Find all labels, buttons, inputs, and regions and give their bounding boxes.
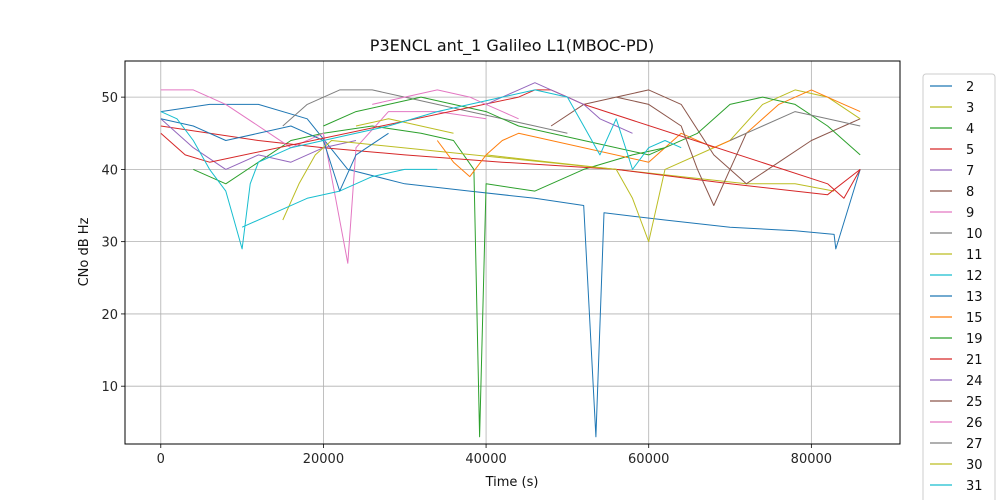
legend-label-30: 30 <box>966 458 983 473</box>
y-axis-label: CNo dB Hz <box>77 217 92 286</box>
legend-label-24: 24 <box>966 374 983 389</box>
legend-box <box>922 73 996 500</box>
legend: 23457891011121315192124252627303133 <box>922 73 996 500</box>
series-line-30 <box>355 118 454 134</box>
legend-label-26: 26 <box>966 416 983 431</box>
legend-label-25: 25 <box>966 395 983 410</box>
series-line-24 <box>485 82 633 134</box>
legend-label-9: 9 <box>966 206 974 221</box>
series-line-3 <box>486 154 835 192</box>
legend-label-27: 27 <box>966 437 983 452</box>
legend-label-8: 8 <box>966 185 974 200</box>
legend-label-3: 3 <box>966 101 974 116</box>
series-line-5 <box>160 125 861 196</box>
x-axis: 0 20000 40000 60000 80000 <box>157 444 832 467</box>
series-layer <box>160 82 861 438</box>
legend-label-21: 21 <box>966 353 983 368</box>
legend-label-19: 19 <box>966 332 983 347</box>
series-line-27 <box>729 111 861 141</box>
series-line-31 <box>160 89 682 250</box>
legend-label-11: 11 <box>966 248 983 263</box>
legend-label-12: 12 <box>966 269 983 284</box>
plot-area <box>160 82 861 438</box>
x-tick-label: 20000 <box>303 452 344 467</box>
series-line-13 <box>160 118 389 192</box>
legend-label-7: 7 <box>966 164 974 179</box>
series-line-25 <box>616 96 747 206</box>
series-line-9 <box>160 89 487 264</box>
legend-label-5: 5 <box>966 143 974 158</box>
series-line-19 <box>323 96 861 156</box>
x-tick-label: 0 <box>157 452 165 467</box>
series-line-8 <box>550 89 861 185</box>
x-tick-label: 60000 <box>628 452 669 467</box>
y-tick-label: 50 <box>101 91 118 106</box>
series-line-10 <box>282 89 568 134</box>
legend-label-2: 2 <box>966 80 974 95</box>
legend-label-10: 10 <box>966 227 983 242</box>
legend-label-4: 4 <box>966 122 974 137</box>
chart-title: P3ENCL ant_1 Galileo L1(MBOC-PD) <box>370 36 654 56</box>
legend-label-15: 15 <box>966 311 983 326</box>
series-line-11 <box>282 89 861 243</box>
axes-frame <box>124 60 901 445</box>
grid-lines <box>125 61 900 444</box>
y-tick-label: 10 <box>101 380 118 395</box>
y-tick-label: 20 <box>101 308 118 323</box>
x-tick-label: 40000 <box>465 452 506 467</box>
y-tick-label: 30 <box>101 236 118 251</box>
series-line-4 <box>193 125 666 438</box>
legend-label-31: 31 <box>966 479 983 494</box>
series-line-26 <box>372 89 519 120</box>
series-line-2 <box>160 103 861 438</box>
y-tick-label: 40 <box>101 163 118 178</box>
x-tick-label: 80000 <box>791 452 832 467</box>
x-axis-label: Time (s) <box>485 475 539 490</box>
legend-label-13: 13 <box>966 290 983 305</box>
y-axis: 10 20 30 40 50 <box>101 91 125 395</box>
